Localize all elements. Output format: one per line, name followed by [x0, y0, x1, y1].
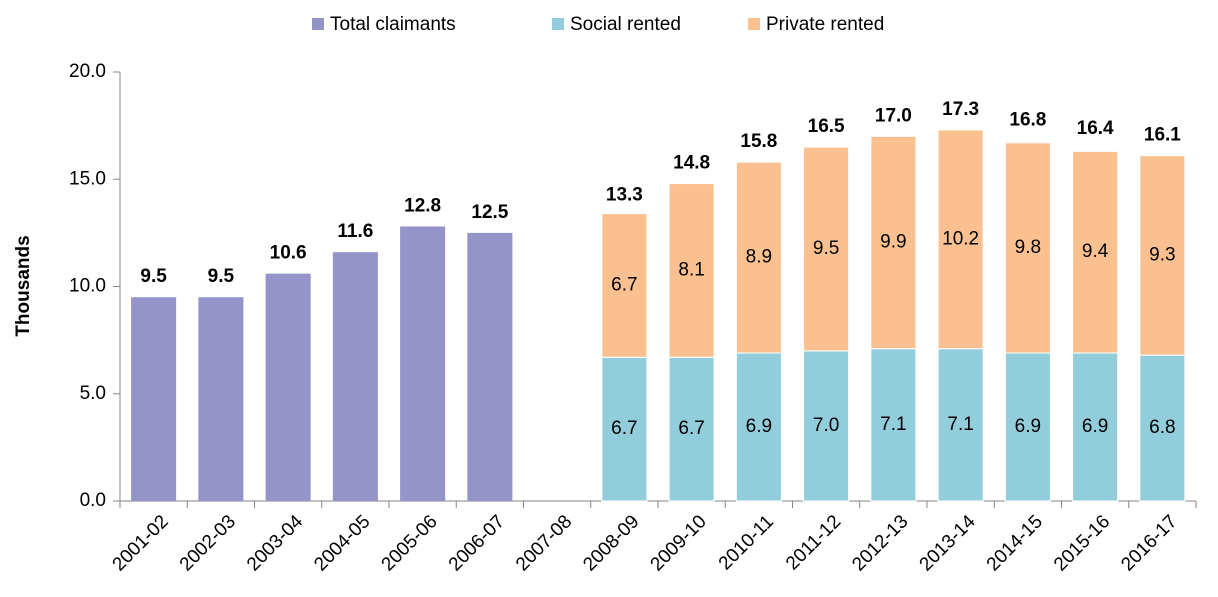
- bar-segment: [1139, 155, 1186, 356]
- bar: [400, 226, 446, 501]
- segment-label: 6.9: [746, 416, 772, 437]
- segment-label: 7.1: [880, 414, 906, 435]
- bar-segment: [1004, 142, 1051, 354]
- bar-segment: [601, 356, 648, 502]
- total-label: 17.0: [875, 105, 912, 126]
- segment-label: 7.0: [813, 415, 839, 436]
- bar-segment: [1139, 354, 1186, 502]
- bar: [467, 232, 513, 501]
- x-tick-label: 2001-02: [109, 511, 173, 575]
- y-tick-label: 10.0: [69, 276, 106, 297]
- segment-label: 9.8: [1015, 237, 1041, 258]
- x-tick-label: 2011-12: [782, 511, 845, 574]
- x-tick-label: 2016-17: [1117, 511, 1181, 575]
- bar-segment: [735, 352, 782, 502]
- segment-label: 10.2: [942, 228, 979, 249]
- y-tick-label: 15.0: [69, 168, 106, 189]
- total-label: 10.6: [270, 243, 307, 264]
- segment-label: 9.4: [1082, 241, 1109, 262]
- total-label: 16.8: [1009, 110, 1046, 131]
- segment-label: 9.9: [880, 232, 906, 253]
- bar-segment: [803, 350, 850, 502]
- y-tick-label: 5.0: [80, 383, 106, 404]
- x-tick-label: 2012-13: [848, 511, 912, 575]
- legend-label: Private rented: [766, 14, 884, 35]
- legend-swatch: [552, 18, 564, 30]
- bar: [332, 252, 378, 501]
- segment-label: 9.5: [813, 238, 839, 259]
- bar-segment: [937, 129, 984, 350]
- segment-label: 8.1: [678, 259, 704, 280]
- total-label: 12.5: [471, 202, 508, 223]
- segment-label: 6.7: [611, 274, 637, 295]
- bar-segment: [870, 348, 917, 502]
- x-tick-label: 2006-07: [445, 511, 509, 575]
- total-label: 15.8: [740, 131, 777, 152]
- bar-segment: [668, 183, 715, 358]
- segment-label: 6.8: [1149, 417, 1175, 438]
- y-axis-label: Thousands: [13, 235, 34, 336]
- total-label: 9.5: [208, 266, 235, 287]
- x-tick-label: 2007-08: [512, 511, 576, 575]
- total-label: 16.4: [1077, 118, 1114, 139]
- total-label: 9.5: [140, 266, 167, 287]
- legend-swatch: [312, 18, 324, 30]
- bar: [198, 297, 244, 501]
- segment-label: 8.9: [746, 247, 772, 268]
- bar-segment: [803, 146, 850, 352]
- bar-segment: [601, 213, 648, 358]
- total-label: 13.3: [606, 185, 643, 206]
- bar-segment: [870, 135, 917, 350]
- legend-label: Social rented: [570, 14, 681, 35]
- bar-segment: [1004, 352, 1051, 502]
- segment-label: 9.3: [1149, 244, 1175, 265]
- segment-label: 6.9: [1082, 416, 1108, 437]
- y-tick-label: 0.0: [80, 490, 106, 511]
- bar: [265, 273, 311, 501]
- legend-label: Total claimants: [330, 14, 456, 35]
- segment-label: 6.7: [678, 418, 704, 439]
- segment-label: 7.1: [947, 414, 973, 435]
- bar-segment: [1072, 352, 1119, 502]
- total-label: 17.3: [942, 99, 979, 120]
- x-tick-label: 2010-11: [715, 511, 778, 574]
- total-label: 16.5: [808, 116, 845, 137]
- x-tick-label: 2013-14: [916, 511, 980, 575]
- x-tick-label: 2004-05: [310, 511, 374, 575]
- total-label: 12.8: [404, 195, 441, 216]
- x-tick-label: 2015-16: [1050, 511, 1114, 575]
- x-tick-label: 2005-06: [378, 511, 442, 575]
- x-tick-label: 2014-15: [983, 511, 1047, 575]
- x-tick-label: 2002-03: [176, 511, 240, 575]
- y-tick-label: 20.0: [69, 61, 106, 82]
- bar-segment: [735, 161, 782, 354]
- total-label: 11.6: [337, 221, 373, 242]
- total-label: 14.8: [673, 153, 710, 174]
- bar: [131, 297, 177, 501]
- segment-label: 6.7: [611, 418, 637, 439]
- segment-label: 6.9: [1015, 416, 1041, 437]
- x-tick-label: 2003-04: [243, 511, 307, 575]
- x-tick-label: 2008-09: [579, 511, 643, 575]
- x-tick-label: 2009-10: [647, 511, 711, 575]
- legend-swatch: [748, 18, 760, 30]
- total-label: 16.1: [1144, 125, 1181, 146]
- bar-segment: [1072, 150, 1119, 354]
